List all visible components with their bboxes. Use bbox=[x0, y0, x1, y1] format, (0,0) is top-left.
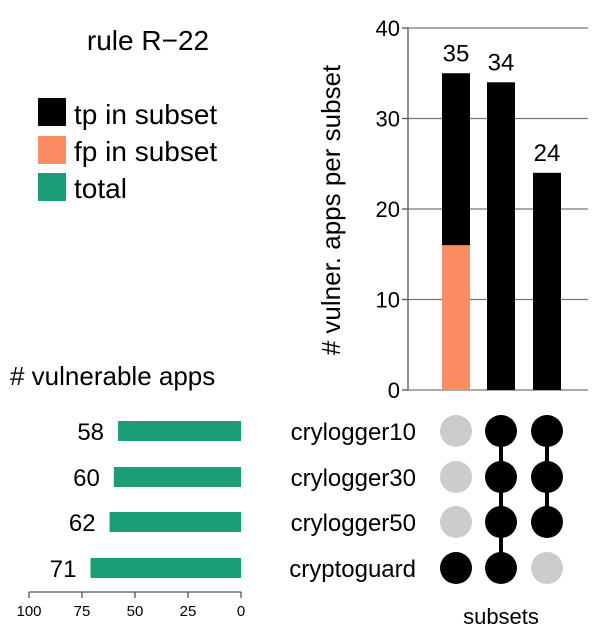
y-axis-label: # vulner. apps per subset bbox=[316, 64, 346, 355]
set-size-value-label: 71 bbox=[50, 556, 77, 583]
set-size-bar bbox=[109, 512, 241, 532]
x-tick-label: 75 bbox=[74, 603, 91, 620]
set-size-value-label: 60 bbox=[73, 465, 100, 492]
set-label: cryptoguard bbox=[289, 556, 416, 583]
bar-segment-tp bbox=[533, 172, 561, 390]
bar-segment-fp bbox=[442, 245, 470, 390]
active-dot bbox=[485, 415, 517, 447]
active-dot bbox=[531, 461, 563, 493]
legend-swatch-tp bbox=[38, 98, 66, 126]
y-tick-label: 20 bbox=[376, 197, 400, 222]
dot-matrix: crylogger10 crylogger30 crylogger50 cryptog… bbox=[289, 415, 563, 584]
legend-label-tp: tp in subset bbox=[74, 99, 217, 130]
legend-label-fp: fp in subset bbox=[74, 136, 217, 167]
legend-swatch-fp bbox=[38, 136, 66, 164]
bar-value-label: 35 bbox=[443, 40, 470, 67]
set-size-value-label: 58 bbox=[77, 419, 104, 446]
legend-swatch-total bbox=[38, 173, 66, 201]
y-tick-label: 10 bbox=[376, 288, 400, 313]
chart-title: rule R−22 bbox=[87, 25, 209, 56]
set-label: crylogger30 bbox=[291, 465, 416, 492]
active-dot bbox=[440, 552, 472, 584]
set-label: crylogger10 bbox=[291, 419, 416, 446]
set-size-bar bbox=[118, 421, 241, 441]
y-tick-label: 0 bbox=[388, 378, 400, 403]
x-axis-label: subsets bbox=[463, 604, 539, 629]
inactive-dot bbox=[531, 552, 563, 584]
active-dot bbox=[531, 415, 563, 447]
y-tick-label: 40 bbox=[376, 16, 400, 41]
set-size-bar bbox=[113, 467, 241, 487]
active-dot bbox=[485, 506, 517, 538]
bar-segment-tp bbox=[487, 82, 515, 391]
inactive-dot bbox=[440, 506, 472, 538]
bar-segment-tp bbox=[442, 73, 470, 246]
x-tick-label: 25 bbox=[180, 603, 197, 620]
active-dot bbox=[485, 552, 517, 584]
legend: tp in subset fp in subset total bbox=[38, 98, 217, 204]
x-tick-label: 50 bbox=[127, 603, 144, 620]
y-tick-label: 30 bbox=[376, 107, 400, 132]
subset-bar-chart: # vulner. apps per subset 0 10 20 30 40 35 34 2… bbox=[316, 16, 588, 403]
inactive-dot bbox=[440, 415, 472, 447]
set-size-title: # vulnerable apps bbox=[10, 361, 215, 391]
set-size-value-label: 62 bbox=[69, 510, 96, 537]
active-dot bbox=[531, 506, 563, 538]
bar-value-label: 24 bbox=[534, 140, 561, 167]
set-size-bar bbox=[90, 558, 241, 578]
inactive-dot bbox=[440, 461, 472, 493]
legend-label-total: total bbox=[74, 173, 127, 204]
bar-value-label: 34 bbox=[488, 49, 515, 76]
x-tick-label: 0 bbox=[237, 603, 245, 620]
set-label: crylogger50 bbox=[291, 510, 416, 537]
x-tick-label: 100 bbox=[16, 603, 41, 620]
set-size-bar-chart: # vulnerable apps 100 75 50 25 0 58 60 62 71 bbox=[10, 361, 245, 620]
active-dot bbox=[485, 461, 517, 493]
